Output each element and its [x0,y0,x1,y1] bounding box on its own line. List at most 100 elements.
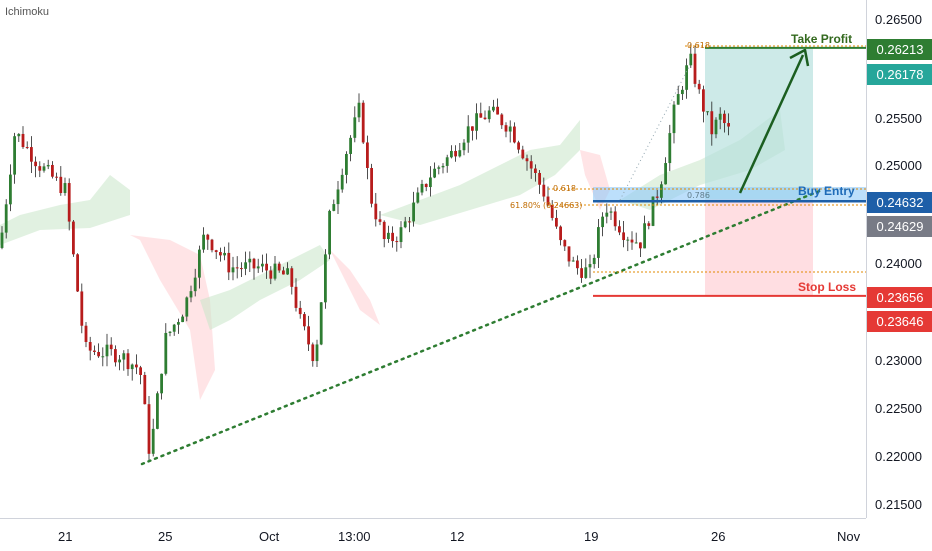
candle-body [126,353,130,370]
candle-body [714,119,718,135]
candle-body [357,102,361,118]
candle-body [584,267,588,278]
candle-body [17,133,21,137]
candle-body [210,239,214,251]
candle-body [626,239,630,241]
candle-body [424,183,428,188]
candle-body [67,183,71,222]
candle-body [336,189,340,205]
candle-body [319,302,323,345]
candle-body [227,252,231,273]
time-tick: 12 [450,529,465,544]
candle-body [76,254,79,292]
candle-body [101,356,105,358]
cloud-patch [380,120,580,225]
last-price-tag: 0.24629 [867,216,932,237]
candle-body [122,353,126,360]
candle-body [30,147,33,162]
candle-body [676,94,680,105]
candle-body [265,263,268,271]
candle-body [500,114,504,126]
candle-body [231,267,235,273]
candle-body [214,250,218,253]
candle-body [672,104,676,134]
candle-body [580,268,583,278]
candle-body [563,240,567,247]
candle-body [109,344,113,350]
candle-body [324,254,327,303]
candle-body [235,267,239,269]
candle-body [538,172,541,185]
candle-body [374,203,378,220]
candle-body [567,246,571,262]
ichimoku-cloud [0,110,785,400]
candle-body [147,404,151,454]
candle-body [508,126,512,132]
candle-body [651,196,655,226]
candle-body [206,234,210,240]
fib-label-mid-b: 61.80% (0.24663) [510,201,583,210]
candle-body [139,367,142,375]
candle-body [517,142,520,150]
take-profit-price-tag: 0.26213 [867,39,932,60]
candle-body [685,65,688,90]
time-axis[interactable]: 21 25 Oct 13:00 12 19 26 Nov [0,518,866,551]
candle-body [345,153,348,175]
candle-body [660,184,663,198]
candle-body [164,332,168,374]
candle-body [88,341,92,351]
candle-body [55,176,58,178]
candle-body [706,111,709,113]
price-chart[interactable] [0,0,866,518]
time-tick: 25 [158,529,173,544]
candle-body [25,147,29,149]
price-axis[interactable]: 0.26500 0.25500 0.25000 0.24000 0.23000 … [866,0,932,518]
candle-body [4,204,8,233]
loss-zone [705,199,813,297]
candle-body [240,268,243,270]
candle-body [441,165,445,168]
ascending-trendline [140,188,824,466]
candle-body [412,202,415,222]
candle-body [370,167,373,204]
candle-body [525,158,529,162]
price-tick: 0.26500 [875,12,922,27]
candle-body [487,110,491,120]
candle-body [727,123,730,127]
candle-body [185,297,189,317]
candle-body [177,322,180,325]
candle-body [601,216,604,228]
candle-body [311,344,315,362]
candle-body [332,204,336,211]
candle-body [38,166,42,171]
candle-body [189,291,193,298]
candle-body [202,234,205,250]
candle-body [277,263,281,271]
candle-body [114,349,117,363]
candle-body [93,350,96,352]
cloud-patch [130,235,215,400]
position-zones [593,47,866,297]
candle-body [622,232,625,241]
chart-area[interactable]: Ichimoku Take Profit Buy Entry Stop Loss… [0,0,866,518]
price-tick: 0.25000 [875,158,922,173]
candle-body [378,219,382,222]
cloud-patch [330,250,380,325]
candle-body [521,149,525,159]
indicator-label: Ichimoku [5,6,50,18]
candle-body [571,260,575,262]
candle-body [546,196,550,205]
candle-body [130,364,134,370]
candle-body [63,183,67,194]
candle-body [172,324,176,332]
candle-body [59,176,63,194]
candle-body [639,242,642,249]
candle-body [479,113,483,118]
candle-body [630,239,634,243]
candle-body [492,106,495,111]
price-tick: 0.21500 [875,497,922,512]
candle-body [475,113,478,131]
candle-body [458,150,462,157]
candle-body [445,157,449,166]
candle-body [702,89,705,112]
